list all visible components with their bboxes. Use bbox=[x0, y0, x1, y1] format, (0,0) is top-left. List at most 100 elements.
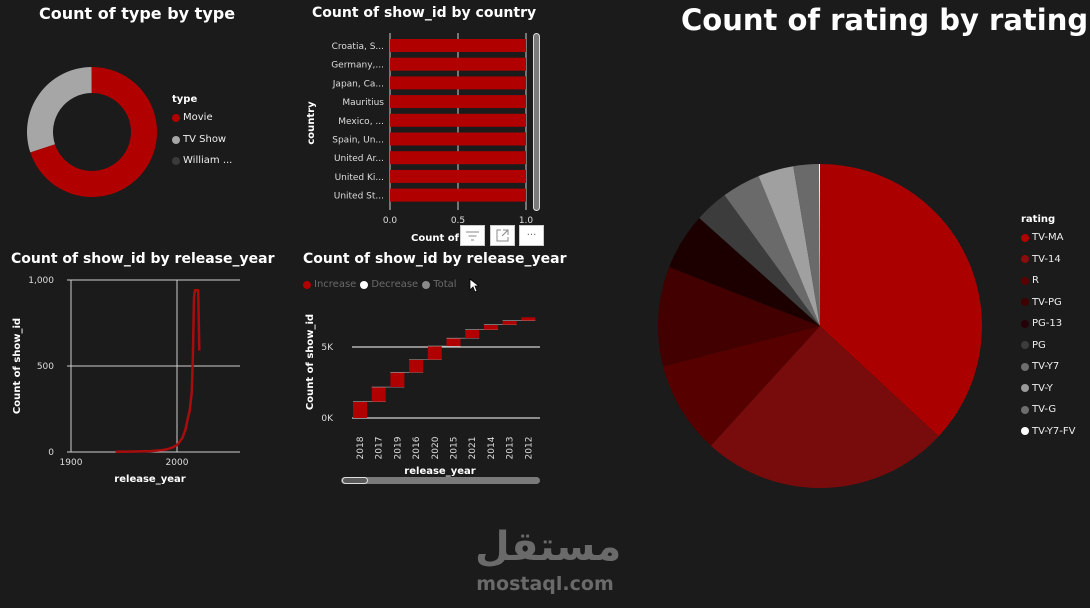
svg-text:Count of: Count of bbox=[411, 233, 460, 244]
svg-text:Japan, Ca...: Japan, Ca... bbox=[332, 79, 384, 89]
donut-slice-movie[interactable] bbox=[30, 67, 157, 197]
bar[interactable] bbox=[390, 132, 526, 146]
pie-slice-tv-ma[interactable] bbox=[820, 164, 982, 437]
pie-slice-tv-y7-fv[interactable] bbox=[818, 164, 820, 326]
legend-item-increase[interactable]: Increase bbox=[303, 279, 356, 290]
country-chart-scrollbar[interactable] bbox=[533, 33, 540, 211]
donut-slice-tv-show[interactable] bbox=[27, 67, 92, 153]
waterfall-bar[interactable] bbox=[371, 387, 386, 402]
legend-label: PG bbox=[1032, 339, 1046, 351]
waterfall-bar[interactable] bbox=[483, 324, 498, 330]
legend-item-tv-y7[interactable]: TV-Y7 bbox=[1021, 361, 1059, 372]
bar[interactable] bbox=[390, 76, 526, 90]
legend-label: PG-13 bbox=[1032, 318, 1063, 329]
legend-item-decrease[interactable]: Decrease bbox=[360, 279, 418, 290]
legend-item-tv-y[interactable]: TV-Y bbox=[1021, 383, 1053, 394]
legend-item-tv-g[interactable]: TV-G bbox=[1021, 404, 1056, 415]
svg-text:1900: 1900 bbox=[60, 458, 83, 468]
mostaql-logo-arabic: مستقل bbox=[475, 524, 622, 570]
svg-text:United Ki...: United Ki... bbox=[335, 173, 384, 183]
legend-item-r[interactable]: R bbox=[1021, 275, 1039, 286]
legend-label: TV-Y bbox=[1032, 382, 1053, 394]
legend-dot-icon bbox=[1021, 384, 1029, 392]
waterfall-bar[interactable] bbox=[390, 372, 405, 388]
focus-mode-button[interactable] bbox=[490, 225, 515, 246]
legend-dot-icon bbox=[1021, 405, 1029, 414]
rating-pie-chart[interactable] bbox=[656, 162, 986, 492]
legend-item-tv-pg[interactable]: TV-PG bbox=[1021, 297, 1062, 308]
bar[interactable] bbox=[390, 169, 526, 183]
svg-text:release_year: release_year bbox=[114, 474, 185, 485]
legend-dot-icon bbox=[1021, 427, 1029, 435]
waterfall-bar[interactable] bbox=[521, 317, 536, 321]
bar[interactable] bbox=[390, 95, 526, 109]
pie-slice-tv-y7[interactable] bbox=[724, 176, 820, 326]
legend-label: TV-G bbox=[1032, 404, 1057, 415]
svg-text:0.0: 0.0 bbox=[383, 216, 398, 226]
pie-slice-tv-pg[interactable] bbox=[658, 266, 820, 367]
legend-label: TV-14 bbox=[1032, 253, 1061, 265]
pie-slice-tv-g[interactable] bbox=[793, 164, 820, 326]
legend-dot-icon bbox=[1021, 276, 1029, 285]
type-donut-chart[interactable] bbox=[26, 66, 158, 198]
filter-button[interactable] bbox=[460, 225, 485, 246]
waterfall-scrollbar-thumb[interactable] bbox=[342, 477, 368, 484]
legend-dot-icon bbox=[1021, 362, 1029, 371]
legend-item-tv-y7-fv[interactable]: TV-Y7-FV bbox=[1021, 426, 1075, 437]
country-bar-title: Count of show_id by country bbox=[312, 5, 537, 21]
legend-item-movie[interactable]: Movie bbox=[172, 112, 213, 123]
legend-dot-icon bbox=[1021, 298, 1029, 306]
type-legend-title: type bbox=[172, 94, 198, 105]
pie-slice-pg-13[interactable] bbox=[669, 218, 820, 326]
legend-dot-icon bbox=[303, 280, 311, 289]
svg-text:Mauritius: Mauritius bbox=[342, 98, 384, 108]
legend-dot-icon bbox=[360, 280, 369, 289]
pie-slice-r[interactable] bbox=[663, 326, 820, 446]
focus-mode-icon bbox=[496, 229, 509, 242]
legend-item-tv-14[interactable]: TV-14 bbox=[1021, 254, 1061, 265]
waterfall-bar[interactable] bbox=[409, 359, 424, 373]
svg-text:Count of show_id: Count of show_id bbox=[12, 318, 23, 414]
line-series[interactable] bbox=[115, 289, 201, 454]
legend-item-tv-ma[interactable]: TV-MA bbox=[1021, 232, 1063, 243]
legend-item-tv-show[interactable]: TV Show bbox=[172, 134, 226, 145]
svg-text:2016: 2016 bbox=[412, 436, 422, 459]
country-bar-chart[interactable]: 0.0 0.5 1.0 Croatia, S... Germany,... Japan, … bbox=[300, 28, 550, 248]
bar[interactable] bbox=[390, 113, 526, 127]
pie-slice-tv-y[interactable] bbox=[758, 166, 820, 326]
legend-label: TV-PG bbox=[1032, 296, 1062, 308]
legend-item-pg[interactable]: PG bbox=[1021, 340, 1046, 351]
pie-slice-tv-14[interactable] bbox=[710, 326, 939, 489]
legend-label: Increase bbox=[314, 279, 357, 290]
legend-dot-icon bbox=[172, 135, 180, 144]
legend-item-william[interactable]: William ... bbox=[172, 155, 232, 166]
svg-text:2013: 2013 bbox=[506, 437, 516, 460]
legend-item-pg-13[interactable]: PG-13 bbox=[1021, 318, 1062, 329]
svg-text:2019: 2019 bbox=[393, 436, 403, 459]
rating-legend-title: rating bbox=[1021, 214, 1056, 225]
waterfall-scrollbar-track[interactable] bbox=[341, 477, 540, 484]
waterfall-bar[interactable] bbox=[446, 338, 461, 347]
bar[interactable] bbox=[390, 57, 526, 71]
mostaql-logo-text: mostaql.com bbox=[476, 573, 614, 595]
bar[interactable] bbox=[390, 188, 526, 202]
filter-icon bbox=[466, 231, 479, 240]
bar[interactable] bbox=[390, 39, 526, 52]
waterfall-bar[interactable] bbox=[353, 401, 367, 418]
rating-pie-title: Count of rating by rating bbox=[681, 3, 1089, 37]
mouse-cursor-icon bbox=[469, 278, 479, 293]
more-options-button[interactable]: ··· bbox=[519, 225, 544, 246]
waterfall-bar[interactable] bbox=[502, 320, 517, 325]
bar[interactable] bbox=[390, 151, 526, 165]
svg-text:2012: 2012 bbox=[524, 437, 534, 460]
release-line-title: Count of show_id by release_year bbox=[11, 251, 275, 267]
legend-item-total[interactable]: Total bbox=[422, 279, 457, 290]
waterfall-bar[interactable] bbox=[465, 329, 480, 339]
svg-text:2020: 2020 bbox=[431, 436, 441, 459]
svg-text:0.5: 0.5 bbox=[451, 216, 465, 226]
waterfall-bar[interactable] bbox=[427, 346, 442, 360]
waterfall-chart[interactable]: 0K 5K 2018 2017 2019 2016 2020 2015 2021 2014 2013… bbox=[300, 300, 550, 490]
pie-slice-pg[interactable] bbox=[699, 195, 820, 326]
release-year-line-chart[interactable]: 0 500 1,000 1900 2000 Count of show_idrelease… bbox=[0, 268, 250, 490]
svg-text:1.0: 1.0 bbox=[519, 216, 534, 226]
